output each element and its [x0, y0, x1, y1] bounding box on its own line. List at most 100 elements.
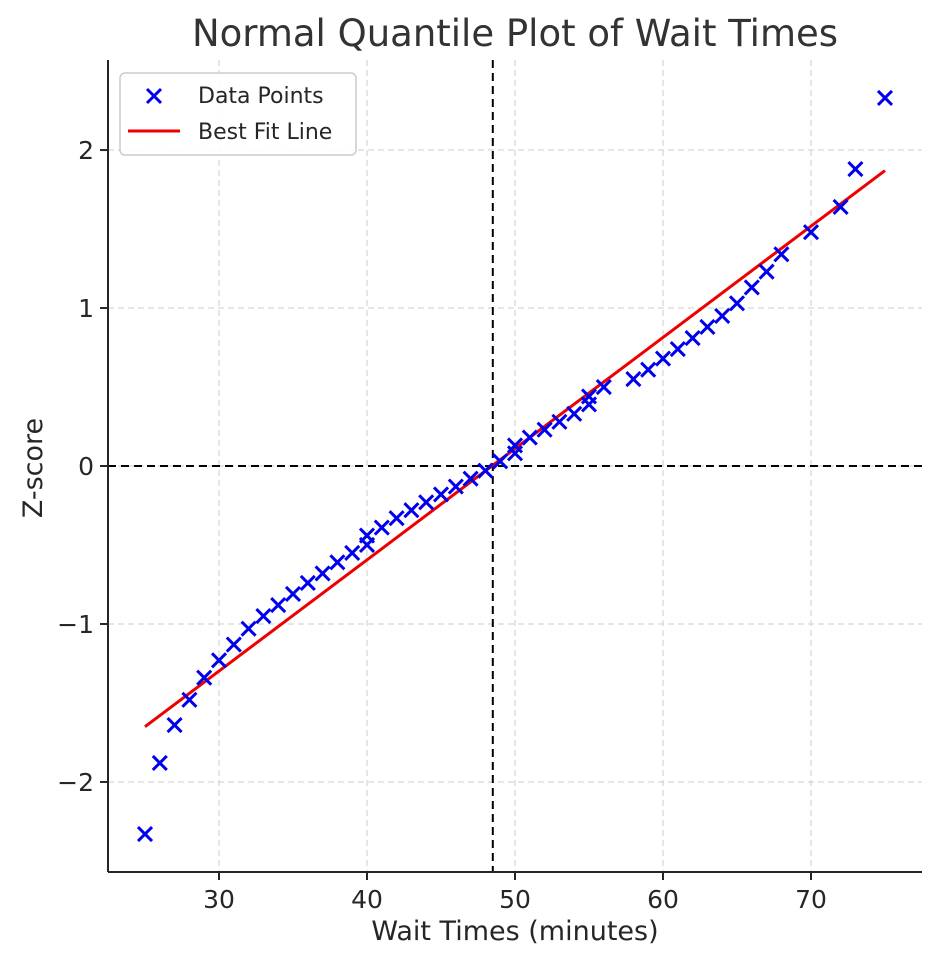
- best-fit-line: [144, 169, 886, 728]
- data-point: [521, 429, 538, 446]
- marker-stroke: [299, 574, 316, 591]
- marker-stroke: [521, 429, 538, 446]
- legend: Data Points Best Fit Line: [119, 72, 357, 156]
- data-point: [492, 453, 509, 470]
- data-point: [566, 405, 583, 422]
- marker-stroke: [699, 318, 716, 336]
- data-point: [136, 826, 154, 843]
- marker-stroke: [240, 620, 257, 637]
- marker-stroke: [388, 510, 405, 527]
- marker-stroke: [151, 754, 168, 772]
- y-axis-label: Z-score: [18, 418, 49, 518]
- data-point: [580, 388, 598, 405]
- y-tick-label: −1: [57, 610, 94, 639]
- marker-stroke: [684, 329, 701, 347]
- marker-stroke: [270, 596, 287, 614]
- marker-stroke: [418, 494, 435, 511]
- x-tick-label: 40: [351, 885, 383, 914]
- marker-stroke: [506, 437, 524, 454]
- marker-stroke: [847, 160, 864, 178]
- marker-stroke: [654, 350, 672, 367]
- data-point: [536, 421, 553, 438]
- marker-stroke: [255, 608, 272, 625]
- data-point: [284, 585, 302, 603]
- data-point: [506, 437, 524, 454]
- data-point: [758, 263, 775, 280]
- legend-label-best-fit-line: Best Fit Line: [198, 120, 332, 145]
- data-point: [166, 717, 183, 734]
- chart-title: Normal Quantile Plot of Wait Times: [192, 12, 838, 55]
- data-point: [344, 544, 361, 561]
- data-point: [714, 307, 731, 324]
- data-points-layer: [136, 89, 894, 843]
- marker-stroke: [728, 295, 746, 312]
- data-point: [240, 620, 257, 637]
- y-tick-label: −2: [57, 768, 94, 797]
- marker-stroke: [358, 527, 376, 544]
- best-fit-line-layer: [144, 169, 886, 728]
- marker-stroke: [447, 478, 464, 495]
- marker-stroke: [580, 388, 598, 405]
- marker-stroke: [758, 263, 775, 280]
- marker-stroke: [344, 544, 361, 561]
- marker-stroke: [714, 307, 731, 324]
- data-point: [181, 691, 198, 708]
- x-tick-label: 30: [203, 885, 235, 914]
- marker-stroke: [210, 652, 228, 669]
- data-point: [151, 754, 168, 772]
- marker-stroke: [743, 279, 760, 296]
- marker-stroke: [181, 691, 198, 708]
- data-point: [728, 295, 746, 312]
- marker-stroke: [225, 636, 242, 653]
- data-point: [551, 413, 568, 430]
- data-point: [876, 89, 894, 106]
- marker-stroke: [403, 502, 420, 519]
- marker-stroke: [536, 421, 553, 438]
- marker-stroke: [551, 413, 568, 430]
- legend-marker-data-points: [145, 87, 163, 105]
- data-point: [802, 224, 820, 241]
- marker-stroke: [196, 669, 213, 686]
- data-point: [743, 279, 760, 296]
- marker-stroke: [876, 89, 894, 106]
- data-point: [403, 502, 420, 519]
- data-point: [418, 494, 435, 511]
- data-point: [684, 329, 701, 347]
- data-point: [196, 669, 213, 686]
- data-point: [669, 341, 686, 358]
- data-point: [773, 246, 790, 263]
- marker-stroke: [314, 565, 331, 582]
- legend-label-data-points: Data Points: [198, 84, 324, 109]
- marker-stroke: [373, 519, 390, 536]
- marker-stroke: [166, 717, 183, 734]
- marker-stroke: [566, 405, 583, 422]
- data-point: [314, 565, 331, 582]
- marker-stroke: [595, 378, 612, 396]
- marker-stroke: [802, 224, 820, 241]
- marker-stroke: [145, 87, 163, 105]
- data-point: [432, 486, 450, 503]
- legend-x-marker: [145, 87, 163, 105]
- data-point: [654, 350, 672, 367]
- y-tick-label: 1: [78, 294, 94, 323]
- data-point: [225, 636, 242, 653]
- data-point: [270, 596, 287, 614]
- data-point: [832, 198, 849, 215]
- data-point: [373, 519, 390, 536]
- data-point: [847, 160, 864, 178]
- data-point: [255, 608, 272, 625]
- x-tick-label: 70: [795, 885, 827, 914]
- data-point: [329, 554, 346, 571]
- data-point: [640, 361, 657, 378]
- marker-stroke: [432, 486, 450, 503]
- legend-box: [119, 72, 357, 156]
- marker-stroke: [773, 246, 790, 263]
- marker-stroke: [492, 453, 509, 470]
- marker-stroke: [832, 198, 849, 215]
- data-point: [477, 462, 494, 479]
- marker-stroke: [625, 371, 642, 388]
- x-tick-label: 50: [499, 885, 531, 914]
- marker-stroke: [477, 462, 494, 479]
- y-tick-label: 0: [78, 452, 94, 481]
